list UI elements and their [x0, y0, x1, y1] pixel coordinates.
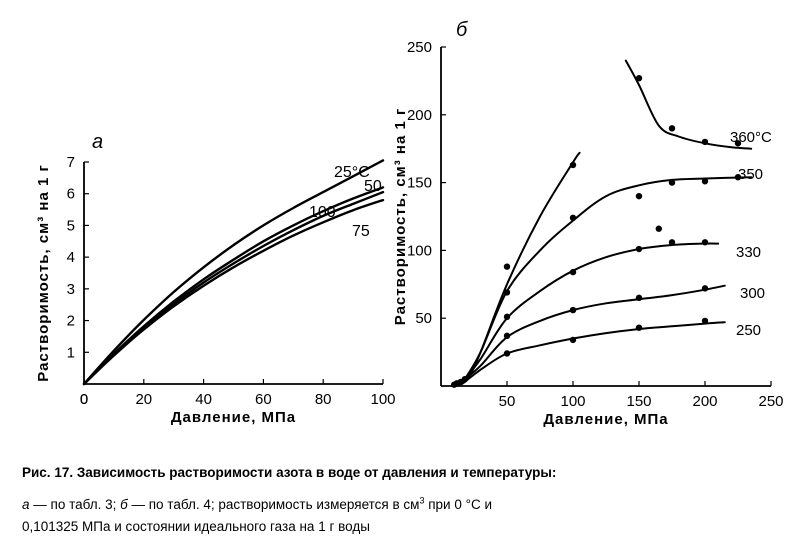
y-tick-label: 250	[407, 39, 432, 56]
caption-a-text: — по табл. 3;	[29, 497, 121, 512]
y-tick-label: 6	[67, 186, 75, 203]
series-label-250: 250	[736, 322, 761, 339]
x-tick-label: 0	[80, 391, 88, 408]
y-tick-label: 5	[67, 217, 75, 234]
data-point	[635, 245, 643, 253]
series-label-75: 75	[352, 223, 370, 240]
data-point	[569, 161, 577, 169]
series-label-360: 360°C	[730, 129, 772, 146]
chart-panel-b: 50 100 150 200 250 50 100 150 200 250 Давление, МП…	[392, 19, 784, 428]
y-tick-label: 7	[67, 154, 75, 171]
data-point	[569, 268, 577, 276]
data-point	[668, 179, 676, 186]
figure-caption: Рис. 17. Зависимость растворимости азота…	[22, 462, 792, 538]
data-point	[701, 138, 709, 146]
caption-title: Рис. 17. Зависимость растворимости азота…	[22, 465, 557, 480]
y-tick-label: 150	[407, 175, 432, 192]
data-point	[503, 263, 511, 270]
data-point	[569, 336, 577, 344]
series-line	[463, 176, 753, 381]
x-tick-label: 60	[255, 391, 272, 408]
data-point	[701, 317, 709, 325]
data-point	[569, 214, 577, 222]
data-point	[569, 306, 577, 314]
data-point	[668, 125, 676, 132]
caption-superscript: 3	[419, 495, 425, 506]
data-point	[734, 140, 742, 147]
caption-b-label: б	[120, 497, 128, 512]
x-tick-label: 250	[758, 393, 783, 410]
y-tick-label: 1	[67, 344, 75, 361]
y-axis-title: Растворимость, см³ на 1 г	[35, 164, 52, 381]
data-point	[668, 239, 676, 246]
x-tick-label: 40	[195, 391, 212, 408]
caption-notes: а — по табл. 3; б — по табл. 4; раствори…	[22, 494, 792, 538]
caption-line1-end: при 0 °С и	[424, 497, 493, 512]
y-tick-label: 200	[407, 107, 432, 124]
x-tick-label: 150	[626, 393, 651, 410]
data-point	[635, 74, 643, 82]
caption-line2: 0,101325 МПа и состоянии идеального газа…	[22, 519, 370, 534]
data-point	[635, 324, 643, 331]
y-tick-label: 2	[67, 313, 75, 330]
x-tick-label: 0	[80, 391, 88, 408]
y-tick-label: 50	[415, 310, 432, 327]
series-label-100: 100	[309, 204, 336, 221]
y-tick-label: 100	[407, 242, 432, 259]
data-point	[503, 313, 511, 321]
series-label-330: 330	[736, 244, 761, 261]
series-line	[82, 186, 385, 386]
series-label-25: 25°C	[334, 164, 370, 181]
x-axis-title: Давление, МПа	[171, 409, 296, 426]
x-axis-title: Давление, МПа	[543, 411, 668, 428]
data-point	[701, 239, 709, 246]
series-line	[463, 284, 726, 381]
data-point	[503, 332, 511, 340]
data-point	[635, 294, 643, 302]
x-tick-label: 50	[499, 393, 516, 410]
x-tick-label: 100	[560, 393, 585, 410]
data-point	[734, 173, 742, 181]
series-line	[82, 198, 385, 386]
caption-b-text: — по табл. 4; растворимость измеряется в…	[127, 497, 420, 512]
series-label-300: 300	[740, 285, 765, 302]
series-line	[624, 59, 753, 150]
series-line	[463, 321, 726, 383]
data-point	[461, 376, 468, 383]
x-tick-label: 80	[315, 391, 332, 408]
data-point	[635, 192, 643, 200]
series-label-50: 50	[364, 178, 382, 195]
y-axis-title: Растворимость, см³ на 1 г	[392, 108, 409, 325]
panel-label: a	[92, 131, 103, 153]
data-point	[503, 350, 511, 357]
data-point	[701, 285, 709, 292]
data-point	[503, 289, 511, 296]
series-label-350: 350	[738, 166, 763, 183]
x-tick-label: 20	[135, 391, 152, 408]
caption-a-label: а	[22, 497, 30, 512]
series-line	[82, 190, 385, 386]
series-line	[82, 159, 385, 386]
y-tick-label: 3	[67, 281, 75, 298]
data-point	[701, 178, 709, 185]
series-line	[463, 242, 720, 381]
panel-label: б	[456, 19, 468, 41]
y-tick-label: 4	[67, 249, 75, 266]
data-point	[655, 225, 662, 232]
x-tick-label: 200	[692, 393, 717, 410]
x-tick-label: 100	[370, 391, 395, 408]
